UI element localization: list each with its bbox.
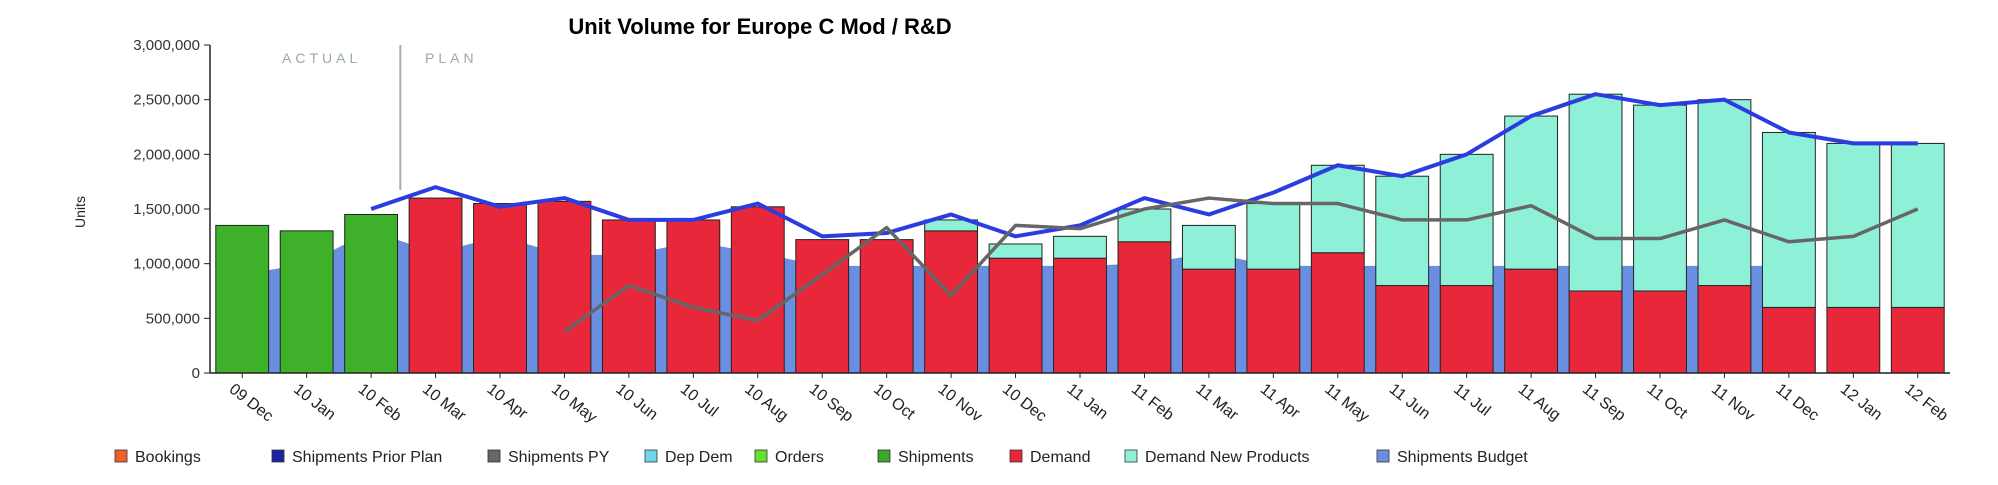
x-tick-label: 11 Sep bbox=[1579, 381, 1629, 425]
demand-new-products-bar-12-feb bbox=[1890, 142, 1945, 308]
demand-bar-10-oct bbox=[859, 239, 914, 374]
legend-label-shipments-py: Shipments PY bbox=[508, 449, 610, 466]
legend-label-orders: Orders bbox=[775, 449, 824, 466]
demand-bar-11-sep bbox=[1568, 290, 1623, 374]
y-tick-label: 0 bbox=[192, 365, 200, 382]
demand-new-products-bar-11-jun bbox=[1375, 175, 1430, 287]
y-tick-label: 500,000 bbox=[146, 310, 200, 327]
x-tick-label: 11 Jul bbox=[1450, 381, 1493, 420]
legend-label-demand: Demand bbox=[1030, 449, 1090, 466]
demand-new-products-bar-10-dec bbox=[988, 243, 1043, 259]
demand-new-products-bar-11-nov bbox=[1697, 99, 1752, 287]
legend-label-shipments-prior-plan: Shipments Prior Plan bbox=[292, 449, 442, 466]
x-tick-label: 11 Aug bbox=[1515, 381, 1564, 424]
shipments-bar-10-feb bbox=[344, 213, 399, 374]
legend-swatch-demand-new-products bbox=[1124, 449, 1138, 463]
x-tick-label: 10 Sep bbox=[806, 381, 857, 426]
x-tick-label: 11 Nov bbox=[1708, 381, 1757, 425]
x-tick-label: 11 Oct bbox=[1644, 381, 1691, 423]
shipments-prior-plan-line bbox=[370, 92, 1918, 239]
legend-swatch-shipments-py bbox=[487, 449, 501, 463]
plan-phase-label: PLAN bbox=[425, 50, 478, 66]
x-tick-label: 11 Jun bbox=[1386, 381, 1433, 423]
legend-label-shipments-budget: Shipments Budget bbox=[1397, 449, 1528, 466]
demand-bar-10-nov bbox=[924, 230, 979, 374]
demand-bar-11-jul bbox=[1439, 285, 1494, 374]
demand-bar-12-jan bbox=[1826, 306, 1881, 374]
y-tick-label: 3,000,000 bbox=[133, 37, 200, 54]
x-tick-label: 12 Feb bbox=[1901, 381, 1951, 425]
actual-phase-label: ACTUAL bbox=[282, 50, 361, 66]
demand-bar-11-apr bbox=[1246, 268, 1301, 374]
demand-bar-11-mar bbox=[1181, 268, 1236, 374]
legend-label-demand-new-products: Demand New Products bbox=[1145, 449, 1310, 466]
y-tick-label: 1,000,000 bbox=[133, 256, 200, 273]
demand-bar-11-aug bbox=[1504, 268, 1559, 374]
demand-new-products-bar-12-jan bbox=[1826, 142, 1881, 308]
legend-swatch-bookings bbox=[114, 449, 128, 463]
demand-bar-11-dec bbox=[1761, 306, 1816, 374]
demand-new-products-bar-11-sep bbox=[1568, 93, 1623, 292]
x-tick-label: 11 Dec bbox=[1772, 381, 1821, 425]
legend-label-dep-dem: Dep Dem bbox=[665, 449, 733, 466]
demand-bar-12-feb bbox=[1890, 306, 1945, 374]
demand-bar-10-mar bbox=[408, 197, 463, 374]
legend-label-shipments: Shipments bbox=[898, 449, 974, 466]
demand-new-products-bar-11-aug bbox=[1504, 115, 1559, 270]
y-axis-label: Units bbox=[72, 196, 88, 228]
x-tick-label: 10 Oct bbox=[870, 381, 918, 424]
x-tick-label: 10 Apr bbox=[484, 381, 531, 423]
x-tick-label: 10 Aug bbox=[741, 381, 791, 425]
demand-bar-10-apr bbox=[473, 203, 527, 374]
demand-bar-11-nov bbox=[1697, 285, 1752, 374]
demand-bar-10-aug bbox=[730, 206, 785, 374]
x-tick-label: 10 Jun bbox=[612, 381, 660, 424]
legend-swatch-shipments bbox=[877, 449, 891, 463]
shipments-bar-10-jan bbox=[279, 230, 334, 374]
x-tick-label: 10 Mar bbox=[419, 381, 469, 425]
x-tick-label: 09 Dec bbox=[226, 381, 276, 426]
legend-swatch-demand bbox=[1009, 449, 1023, 463]
x-tick-label: 11 Mar bbox=[1192, 381, 1241, 425]
legend-swatch-dep-dem bbox=[644, 449, 658, 463]
x-tick-label: 10 Nov bbox=[935, 381, 985, 426]
x-tick-label: 10 Dec bbox=[999, 381, 1049, 426]
demand-bar-10-jun bbox=[601, 219, 656, 374]
legend-swatch-shipments-budget bbox=[1376, 449, 1390, 463]
demand-new-products-bar-11-mar bbox=[1181, 224, 1236, 270]
legend-swatch-orders bbox=[754, 449, 768, 463]
x-tick-label: 11 May bbox=[1321, 381, 1372, 426]
demand-new-products-bar-11-jan bbox=[1053, 235, 1107, 259]
shipments-py-line bbox=[563, 196, 1919, 333]
demand-new-products-bar-11-dec bbox=[1761, 131, 1816, 308]
demand-bar-10-dec bbox=[988, 257, 1043, 374]
y-tick-label: 2,500,000 bbox=[133, 92, 200, 109]
demand-bar-11-feb bbox=[1117, 241, 1172, 374]
y-tick-label: 1,500,000 bbox=[133, 201, 200, 218]
legend-swatch-shipments-prior-plan bbox=[271, 449, 285, 463]
x-tick-label: 10 Feb bbox=[355, 381, 405, 425]
y-tick-label: 2,000,000 bbox=[133, 146, 200, 163]
x-tick-label: 10 May bbox=[548, 381, 600, 427]
chart-title: Unit Volume for Europe C Mod / R&D bbox=[568, 14, 951, 39]
x-tick-label: 11 Feb bbox=[1128, 381, 1177, 424]
demand-new-products-bar-11-apr bbox=[1246, 203, 1301, 270]
demand-new-products-bar-11-oct bbox=[1633, 104, 1687, 292]
x-tick-label: 10 Jan bbox=[290, 381, 338, 424]
demand-bar-11-may bbox=[1310, 252, 1365, 374]
legend-label-bookings: Bookings bbox=[135, 449, 201, 466]
x-tick-label: 10 Jul bbox=[677, 381, 721, 421]
demand-bar-10-may bbox=[537, 200, 592, 374]
demand-bar-11-oct bbox=[1633, 290, 1687, 374]
demand-bar-10-jul bbox=[666, 219, 721, 374]
x-tick-label: 11 Jan bbox=[1064, 381, 1111, 423]
x-tick-label: 11 Apr bbox=[1257, 381, 1304, 423]
shipments-bar-09-dec bbox=[215, 224, 270, 374]
demand-bar-11-jun bbox=[1375, 285, 1430, 374]
x-tick-label: 12 Jan bbox=[1837, 381, 1885, 424]
demand-bar-11-jan bbox=[1053, 257, 1107, 374]
